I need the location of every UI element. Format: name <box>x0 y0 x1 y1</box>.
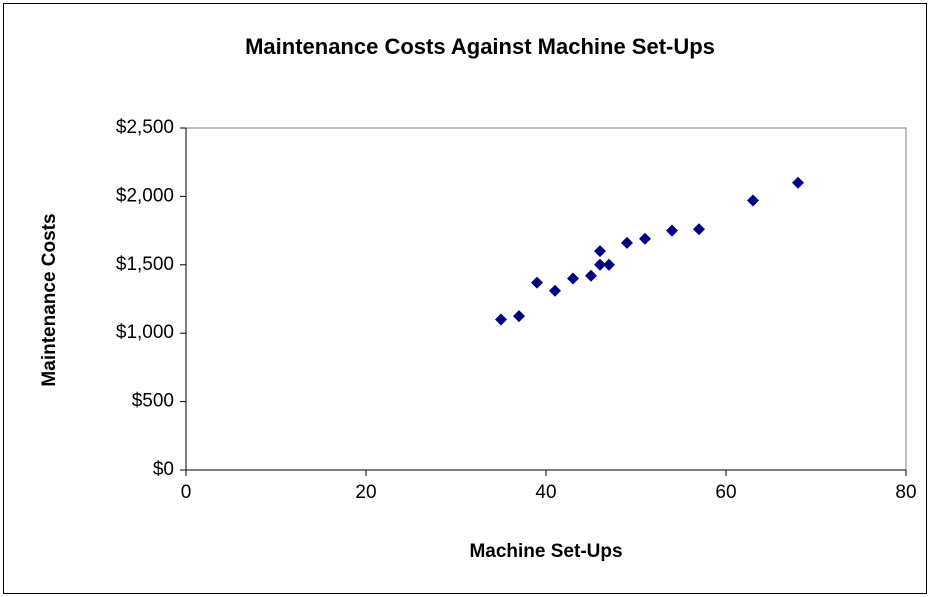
point <box>747 194 759 207</box>
y-tick-label: $500 <box>132 391 174 412</box>
point <box>594 258 606 271</box>
point <box>594 245 606 258</box>
point <box>585 269 597 282</box>
x-tick-label: 60 <box>715 482 736 503</box>
point <box>549 284 561 297</box>
point <box>621 236 633 249</box>
point <box>513 310 525 323</box>
y-tick-label: $1,500 <box>116 254 174 275</box>
x-tick-label: 20 <box>355 482 376 503</box>
chart-title: Maintenance Costs Against Machine Set-Up… <box>245 34 715 59</box>
y-tick-label: $2,500 <box>116 117 174 138</box>
y-tick-label: $2,000 <box>116 185 174 206</box>
y-tick-label: $0 <box>153 459 174 480</box>
plot-frame <box>186 127 907 470</box>
x-axis-title: Machine Set-Ups <box>469 541 622 562</box>
point <box>639 232 651 245</box>
x-tick-label: 40 <box>535 482 556 503</box>
x-tick-label: 0 <box>181 482 192 503</box>
point <box>792 176 804 189</box>
y-axis-title: Maintenance Costs <box>39 213 60 386</box>
point <box>603 258 615 271</box>
y-tick-label: $1,000 <box>116 322 174 343</box>
point <box>567 272 579 285</box>
x-tick-label: 80 <box>895 482 916 503</box>
chart-border <box>3 3 927 594</box>
point <box>666 224 678 237</box>
point <box>693 223 705 236</box>
point <box>531 276 543 289</box>
point <box>495 313 507 326</box>
